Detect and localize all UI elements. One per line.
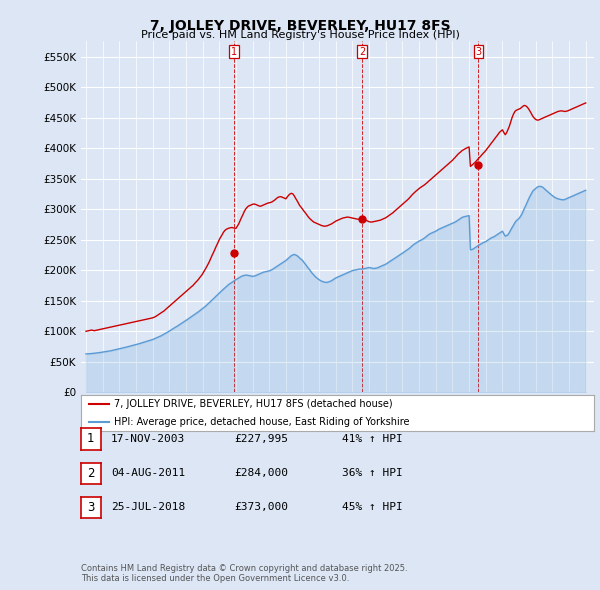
Text: Price paid vs. HM Land Registry's House Price Index (HPI): Price paid vs. HM Land Registry's House … — [140, 30, 460, 40]
Text: 7, JOLLEY DRIVE, BEVERLEY, HU17 8FS: 7, JOLLEY DRIVE, BEVERLEY, HU17 8FS — [149, 19, 451, 33]
Text: 1: 1 — [231, 47, 237, 57]
Text: 45% ↑ HPI: 45% ↑ HPI — [342, 503, 403, 512]
Text: £227,995: £227,995 — [234, 434, 288, 444]
Text: 25-JUL-2018: 25-JUL-2018 — [111, 503, 185, 512]
Text: 2: 2 — [359, 47, 365, 57]
Text: Contains HM Land Registry data © Crown copyright and database right 2025.
This d: Contains HM Land Registry data © Crown c… — [81, 563, 407, 583]
Text: 36% ↑ HPI: 36% ↑ HPI — [342, 468, 403, 478]
Text: 7, JOLLEY DRIVE, BEVERLEY, HU17 8FS (detached house): 7, JOLLEY DRIVE, BEVERLEY, HU17 8FS (det… — [115, 399, 393, 409]
Text: 3: 3 — [87, 501, 95, 514]
Text: £373,000: £373,000 — [234, 503, 288, 512]
Text: 1: 1 — [87, 432, 95, 445]
Text: HPI: Average price, detached house, East Riding of Yorkshire: HPI: Average price, detached house, East… — [115, 417, 410, 427]
Text: 2: 2 — [87, 467, 95, 480]
Text: 3: 3 — [475, 47, 481, 57]
Text: £284,000: £284,000 — [234, 468, 288, 478]
Text: 04-AUG-2011: 04-AUG-2011 — [111, 468, 185, 478]
Text: 17-NOV-2003: 17-NOV-2003 — [111, 434, 185, 444]
Text: 41% ↑ HPI: 41% ↑ HPI — [342, 434, 403, 444]
